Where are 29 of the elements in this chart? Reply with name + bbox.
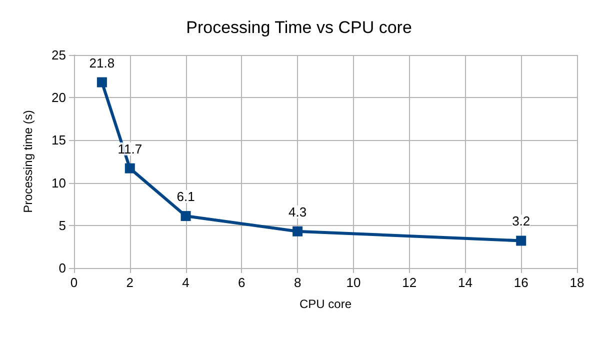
x-tick-label: 16 (514, 275, 528, 290)
point (124, 163, 135, 174)
data-label: 11.7 (118, 141, 142, 156)
x-tick-label: 4 (182, 275, 190, 290)
data-label: 6.1 (176, 189, 195, 204)
point (516, 236, 526, 246)
data-label: 21.8 (89, 55, 115, 70)
x-tick-label: 18 (570, 275, 584, 290)
data-label: 4.3 (288, 204, 307, 220)
point (180, 211, 191, 222)
x-tick-label: 12 (402, 275, 417, 290)
y-tick-label: 0 (58, 260, 66, 276)
x-tick-label: 2 (126, 275, 134, 290)
chart-title: Processing Time vs CPU core (186, 18, 412, 37)
x-tick-label: 6 (238, 275, 246, 290)
y-tick-label: 5 (58, 218, 66, 233)
y-tick-label: 25 (52, 48, 66, 62)
point (292, 226, 303, 236)
x-tick-label: 14 (458, 275, 472, 290)
x-tick-label: 0 (70, 275, 78, 290)
y-tick-label: 20 (52, 90, 66, 106)
data-label: 3.2 (512, 214, 530, 229)
y-axis-title: Processing time (s) (21, 110, 35, 213)
x-tick-label: 8 (294, 275, 302, 290)
y-tick-label: 10 (52, 175, 66, 190)
point (96, 77, 107, 88)
y-tick-label: 15 (52, 132, 66, 148)
x-tick-label: 10 (346, 275, 361, 290)
x-axis-title: CPU core (299, 297, 352, 311)
